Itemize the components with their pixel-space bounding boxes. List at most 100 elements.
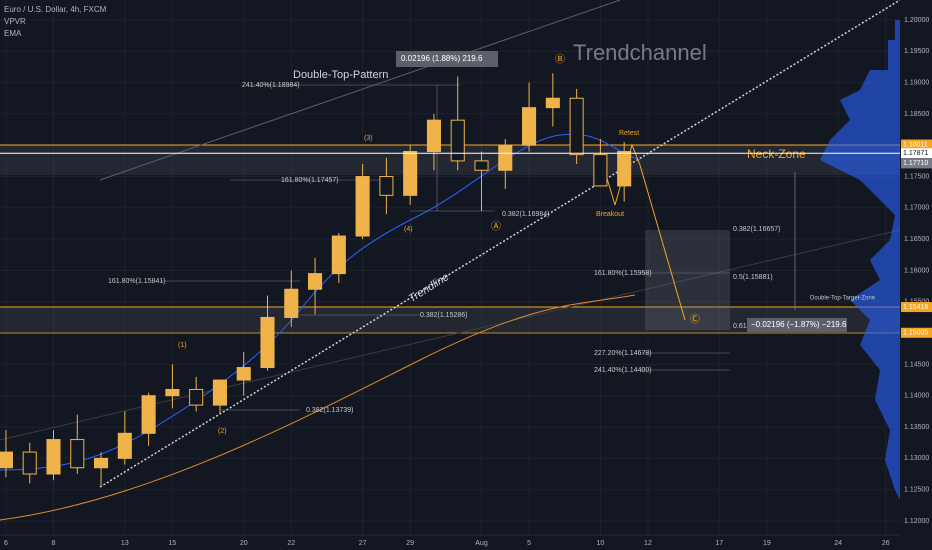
annotation: Ⓑ <box>555 54 565 66</box>
neck-zone <box>0 145 900 175</box>
candle-body <box>522 107 537 146</box>
annotation: −0.02196 (−1.87%) −219.6 <box>751 320 847 329</box>
candle-body <box>284 288 299 318</box>
annotation: 0.5(1.15881) <box>733 274 773 281</box>
y-tick-label: 1.14500 <box>904 361 929 368</box>
x-tick-label: 22 <box>287 540 295 547</box>
annotation: 241.40%(1.18984) <box>242 82 300 89</box>
annotation: Retest <box>619 130 639 137</box>
ema-slow <box>0 294 636 521</box>
annotation: 0.618 <box>733 323 751 330</box>
x-tick-label: Aug <box>475 540 488 547</box>
x-tick-label: 20 <box>240 540 248 547</box>
measure-box <box>645 230 730 330</box>
y-tick-label: 1.13000 <box>904 455 929 462</box>
candle-body <box>498 144 513 171</box>
candle-body <box>165 388 180 397</box>
y-tick-label: 1.20000 <box>904 17 929 24</box>
measure-label-bg <box>747 318 847 332</box>
indicator: VPVR <box>4 17 26 26</box>
x-tick-label: 8 <box>52 540 56 547</box>
candle-body <box>569 97 584 156</box>
candle-body <box>474 160 489 171</box>
price-tag <box>901 158 932 169</box>
candle-body <box>141 395 156 434</box>
candle-body <box>593 154 608 187</box>
y-tick-label: 1.17500 <box>904 173 929 180</box>
indicator: EMA <box>4 29 22 38</box>
candle-body <box>450 119 465 162</box>
annotation: Trendchannel <box>573 40 707 65</box>
price-tag-label: 1.18011 <box>903 141 928 148</box>
candle-body <box>70 439 85 469</box>
x-tick-label: 26 <box>882 540 890 547</box>
y-tick-label: 1.19500 <box>904 48 929 55</box>
candle-body <box>403 150 418 196</box>
x-tick-label: 29 <box>406 540 414 547</box>
annotation: (2) <box>218 428 227 435</box>
x-tick-label: 12 <box>644 540 652 547</box>
x-tick-label: 10 <box>596 540 604 547</box>
y-tick-label: 1.14000 <box>904 393 929 400</box>
candle-body <box>236 367 251 381</box>
candle-body <box>617 150 632 187</box>
annotation: Breakout <box>596 211 624 218</box>
price-tag <box>901 139 932 150</box>
candle-body <box>260 316 275 369</box>
x-tick-label: 6 <box>4 540 8 547</box>
title: Euro / U.S. Dollar, 4h, FXCM <box>4 5 107 14</box>
x-tick-label: 5 <box>527 540 531 547</box>
y-tick-label: 1.19000 <box>904 79 929 86</box>
candle-body <box>46 439 61 475</box>
annotation: (4) <box>404 226 413 233</box>
x-tick-label: 17 <box>715 540 723 547</box>
candles <box>0 73 632 487</box>
price-tag <box>901 148 932 159</box>
annotation: 161.80%(1.17457) <box>281 177 339 184</box>
x-tick-label: 15 <box>168 540 176 547</box>
y-tick-label: 1.12500 <box>904 487 929 494</box>
annotation: 0.382(1.13739) <box>306 407 353 414</box>
price-tag-label: 1.17871 <box>903 150 928 157</box>
annotation: (1) <box>178 342 187 349</box>
candle-body <box>331 235 346 275</box>
y-tick-label: 1.13500 <box>904 424 929 431</box>
candle-body <box>355 176 370 237</box>
price-tag-label: 1.15005 <box>903 330 928 337</box>
candle-body <box>545 97 560 109</box>
x-tick-label: 24 <box>834 540 842 547</box>
price-axis <box>900 0 932 550</box>
price-tag <box>901 302 932 313</box>
annotation: 241.40%(1.14400) <box>594 367 652 374</box>
y-tick-label: 1.16500 <box>904 236 929 243</box>
annotation: Ⓒ <box>690 314 700 326</box>
candle-body <box>0 451 13 469</box>
y-tick-label: 1.17000 <box>904 205 929 212</box>
annotation: (3) <box>364 135 373 142</box>
candle-body <box>212 379 227 406</box>
x-tick-label: 13 <box>121 540 129 547</box>
price-tag-label: 1.15416 <box>903 304 928 311</box>
candle-body <box>94 457 109 469</box>
measure-label-bg <box>396 51 498 67</box>
price-tag <box>901 327 932 338</box>
candle-body <box>22 451 37 475</box>
annotation: 0.382(1.16984) <box>502 211 549 218</box>
annotation: Ⓐ <box>491 221 501 233</box>
volume-profile <box>820 20 900 500</box>
annotation: 161.80%(1.15958) <box>594 270 652 277</box>
price-tag-label: 1.17710 <box>903 160 928 167</box>
x-tick-label: 19 <box>763 540 771 547</box>
y-tick-label: 1.18500 <box>904 111 929 118</box>
annotation: 0.382(1.15286) <box>420 312 467 319</box>
annotation: Double-Top-Pattern <box>293 69 388 81</box>
trendline <box>99 0 901 488</box>
y-tick-label: 1.16000 <box>904 267 929 274</box>
candle-body <box>426 119 441 152</box>
annotation: 0.02196 (1.88%) 219.6 <box>401 54 483 63</box>
candle-body <box>379 176 394 196</box>
candle-body <box>189 388 204 406</box>
x-tick-label: 27 <box>359 540 367 547</box>
candle-body <box>308 273 323 290</box>
